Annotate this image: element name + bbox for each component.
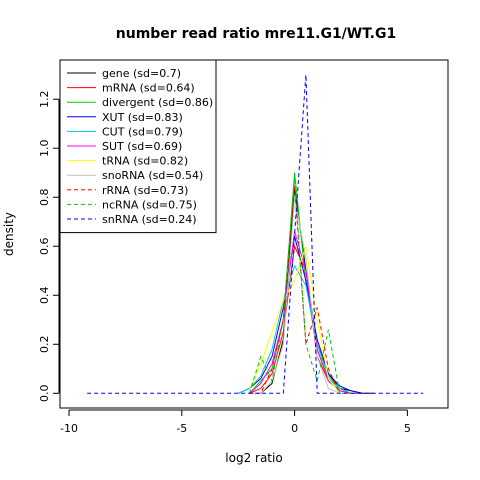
series-line-2 (249, 172, 352, 394)
y-tick-label: 1.0 (38, 139, 51, 157)
legend-label: rRNA (sd=0.73) (102, 184, 188, 197)
y-axis-label: density (2, 212, 16, 256)
legend-label: CUT (sd=0.79) (102, 125, 183, 138)
series-line-9 (249, 177, 351, 394)
series-line-6 (249, 246, 341, 394)
y-axis: 0.0 0.2 0.4 0.6 0.8 1.0 1.2 (38, 90, 60, 403)
legend-label: mRNA (sd=0.64) (102, 82, 195, 95)
plot-box (59, 59, 449, 409)
x-axis: -10 -5 0 5 (60, 409, 411, 435)
y-tick-label: 0.2 (38, 336, 51, 354)
legend-label: gene (sd=0.7) (102, 67, 181, 80)
chart-title: number read ratio mre11.G1/WT.G1 (116, 26, 396, 42)
legend-label: SUT (sd=0.69) (102, 140, 182, 153)
series-line-4 (238, 264, 352, 394)
legend-label: XUT (sd=0.83) (102, 111, 183, 124)
series-line-8 (249, 184, 341, 394)
legend-label: tRNA (sd=0.82) (102, 155, 188, 168)
y-tick-label: 1.2 (38, 90, 51, 108)
y-tick-label: 0.6 (38, 238, 51, 256)
legend-label: divergent (sd=0.86) (102, 96, 213, 109)
series-line-10 (87, 74, 424, 394)
y-tick-label: 0.4 (38, 287, 51, 305)
x-axis-label: log2 ratio (225, 451, 282, 465)
x-tick-label: -5 (176, 422, 187, 435)
legend-label: snoRNA (sd=0.54) (102, 169, 203, 182)
legend-label: ncRNA (sd=0.75) (102, 198, 197, 211)
x-tick-label: 5 (404, 422, 411, 435)
legend: gene (sd=0.7) mRNA (sd=0.64)divergent (sd… (59, 59, 217, 234)
series-line-7 (260, 197, 340, 394)
x-tick-label: 0 (291, 422, 298, 435)
y-tick-label: 0.0 (38, 385, 51, 403)
series-layer (87, 74, 424, 394)
y-tick-label: 0.8 (38, 188, 51, 206)
x-tick-label: -10 (60, 422, 78, 435)
legend-label: snRNA (sd=0.24) (102, 213, 197, 226)
